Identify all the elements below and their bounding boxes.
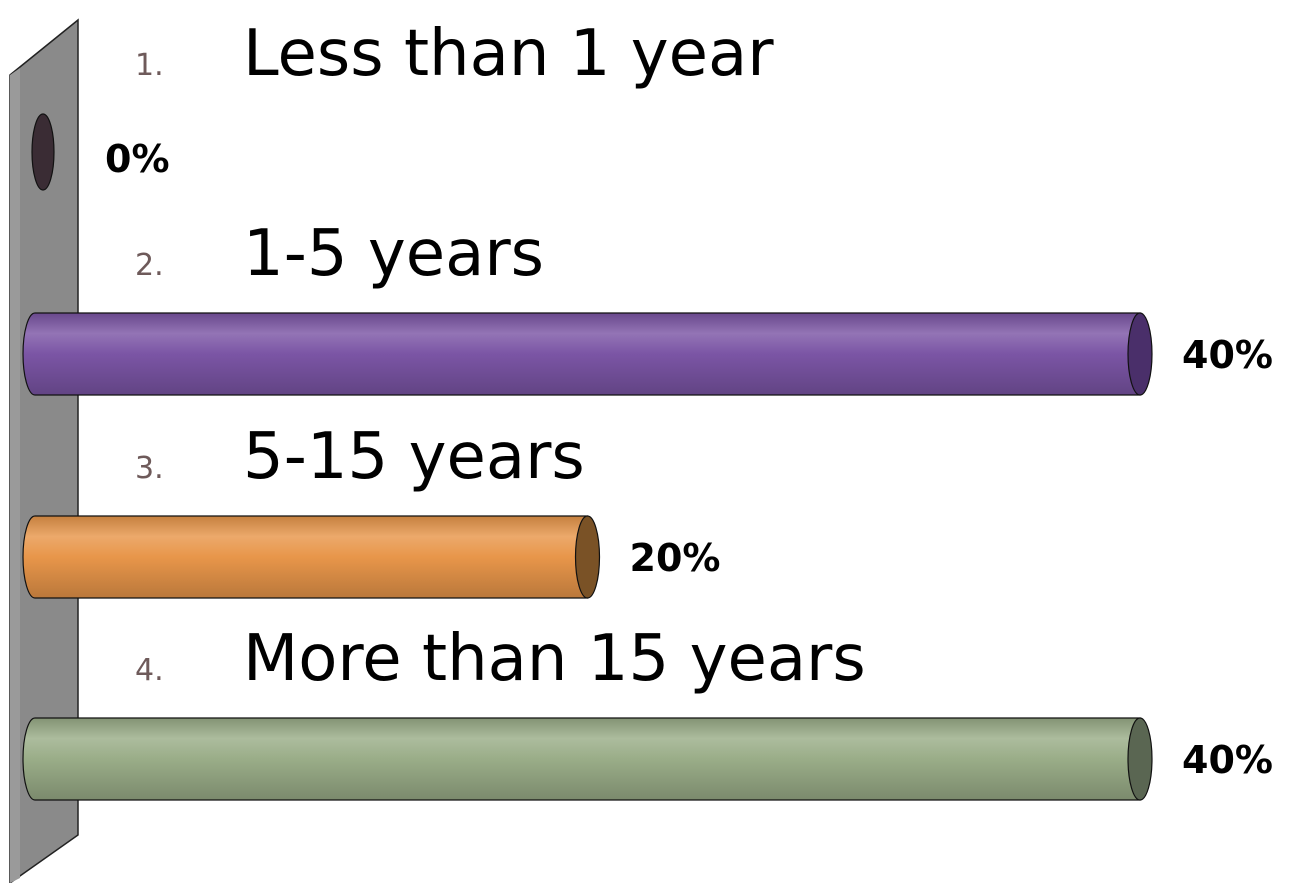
bar-1 xyxy=(31,113,55,191)
bars-layer: 1. Less than 1 year 0% 2. 1-5 years 40% 3. 5-15… xyxy=(22,17,1273,801)
value-label-2: 40% xyxy=(1182,333,1273,377)
bar-2 xyxy=(22,312,1141,396)
category-number-3: 3. xyxy=(135,451,164,486)
category-number-2: 2. xyxy=(135,248,164,283)
value-label-4: 40% xyxy=(1182,738,1273,782)
category-label-3: 5-15 years xyxy=(243,420,585,494)
category-number-1: 1. xyxy=(135,48,164,83)
value-label-1: 0% xyxy=(105,137,170,181)
value-label-3: 20% xyxy=(630,536,721,580)
chart-wall-edge xyxy=(10,68,20,883)
category-label-4: More than 15 years xyxy=(243,622,866,696)
category-label-2: 1-5 years xyxy=(243,217,544,291)
bar-3 xyxy=(22,515,589,599)
bar-end-cap-2 xyxy=(1127,312,1153,396)
bar-end-cap-3 xyxy=(574,515,601,599)
category-label-1: Less than 1 year xyxy=(243,17,774,91)
bar-end-cap-4 xyxy=(1127,717,1153,801)
category-number-4: 4. xyxy=(135,653,164,688)
bar-4 xyxy=(22,717,1141,801)
